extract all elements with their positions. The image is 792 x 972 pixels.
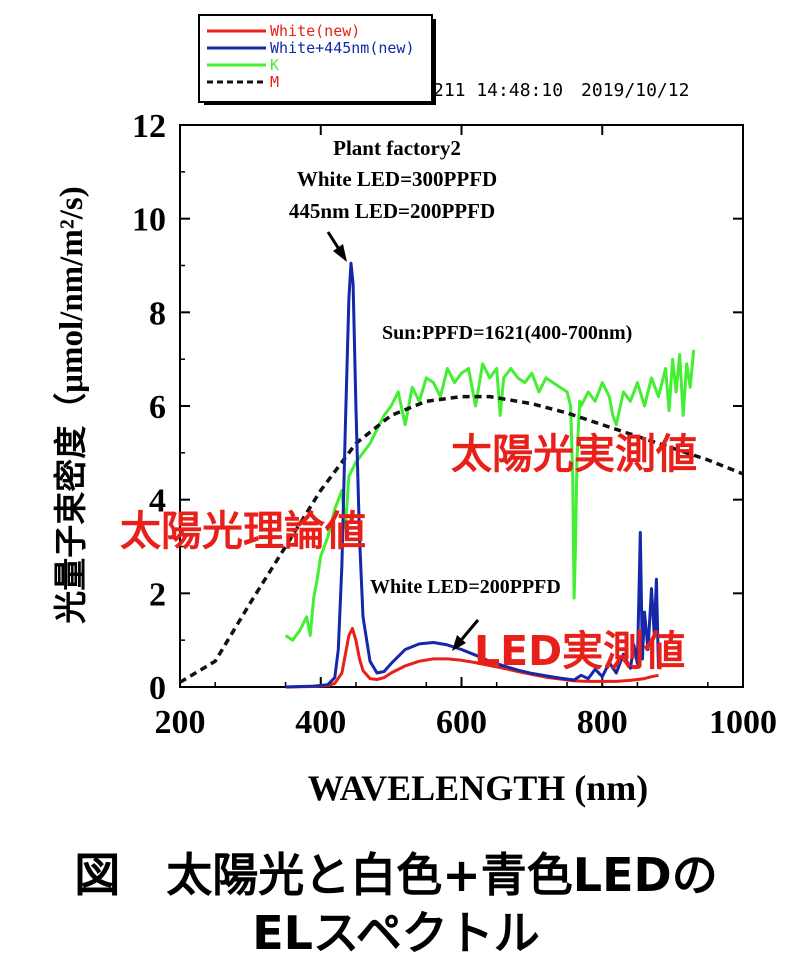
plant-factory-title: Plant factory2 [333,136,461,160]
series-line-m [179,394,744,684]
white-led-arrow [452,619,480,651]
y-tick-label: 4 [149,483,166,520]
x-tick-label: 200 [155,704,206,741]
figure-caption-line1: 図 太陽光と白色+青色LEDの [74,848,718,902]
spectrum-chart: White(new)White+445nm(new)KM 211 14:48:1… [52,14,777,808]
series-line-k [284,349,696,642]
x-tick-label: 600 [436,704,487,741]
x-tick-label: 800 [577,704,628,741]
series-layer [179,261,744,689]
y-axis-label: 光量子束密度（μmol/nm/m²/s) [52,186,90,623]
plant-445-ppfd: 445nm LED=200PPFD [289,199,495,223]
sun-measured-label: 太陽光実測値 [451,430,697,478]
plant-white-ppfd: White LED=300PPFD [297,167,497,191]
y-tick-label: 8 [149,295,166,332]
legend-label: M [270,73,279,91]
x-axis-label: WAVELENGTH (nm) [308,768,648,808]
y-tick-label: 6 [149,389,166,426]
y-tick-label: 10 [132,202,166,239]
series-line-white-new [285,627,659,689]
timestamp: 211 14:48:10 2019/10/12 [433,80,689,101]
x-tick-label: 1000 [709,704,777,741]
led-measured-label: LED実測値 [474,627,685,675]
legend-label: White+445nm(new) [270,39,415,57]
legend: White(new)White+445nm(new)KM [198,14,436,105]
peak-arrow [326,231,347,262]
figure-caption-line2: ELスペクトル [252,906,540,960]
y-tick-label: 0 [149,670,166,707]
axis-ticks: 200 400 600 800 1000 0 2 4 6 8 10 12 [132,108,777,741]
sun-ppfd-label: Sun:PPFD=1621(400-700nm) [382,322,632,344]
sun-theory-label: 太陽光理論値 [120,507,366,555]
series-line-white-445nm-new [285,261,660,689]
legend-label: K [270,56,279,74]
y-tick-label: 2 [149,576,166,613]
x-tick-label: 400 [295,704,346,741]
y-tick-label: 12 [132,108,166,145]
white-200-label: White LED=200PPFD [370,576,561,598]
legend-label: White(new) [270,22,360,40]
